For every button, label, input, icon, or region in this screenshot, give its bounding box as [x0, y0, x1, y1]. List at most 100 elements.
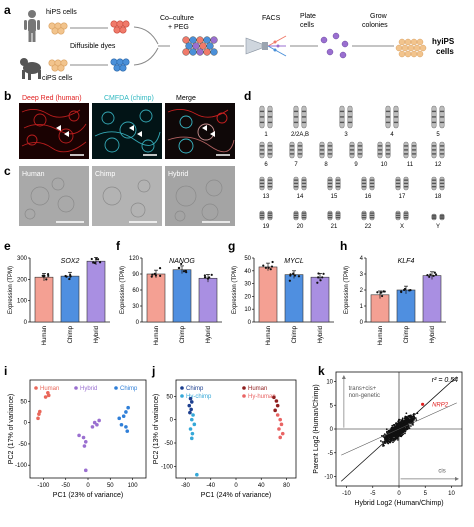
gene-point — [408, 420, 411, 423]
chromosome-band — [267, 214, 273, 217]
chromosome-band — [385, 153, 391, 155]
chromosome-band — [357, 145, 363, 147]
karyotype-label: 22 — [365, 224, 372, 230]
chromosome-pair-Y — [431, 213, 445, 221]
brightfield-chimp — [92, 166, 162, 226]
pca-point — [189, 417, 194, 422]
y-tick-label: 100 — [17, 299, 28, 305]
hyips-label-1: hyiPS — [432, 37, 455, 46]
y-tick-label: 10 — [244, 307, 251, 313]
gene-point — [405, 412, 408, 415]
chromosome-band — [301, 179, 307, 181]
chromosome-band — [319, 145, 325, 147]
gene-point — [383, 444, 385, 447]
arrowhead-markers — [56, 125, 215, 137]
pca-point — [188, 410, 192, 415]
coculture-label: Co–culture — [160, 15, 194, 22]
gene-point — [409, 414, 412, 417]
panel-label-a: a — [4, 3, 11, 17]
chromosome-pair-16 — [361, 176, 375, 191]
chromosome-band — [335, 179, 341, 181]
panel-a: a hiPS cells ciPS cells — [4, 3, 455, 82]
gene-point — [389, 431, 391, 433]
chromosome-band — [403, 145, 409, 147]
chromosome-band — [403, 214, 409, 217]
replicate-point — [42, 275, 45, 278]
y-tick-label: 30 — [244, 282, 251, 288]
hips-label: hiPS cells — [46, 9, 77, 16]
legend-entry: Chimp — [120, 386, 138, 392]
y-axis-label: Parent Log2 (Human/Chimp) — [313, 384, 320, 474]
chromosome-band — [327, 212, 333, 214]
chromosome-band — [327, 216, 333, 219]
chromosome-band — [411, 153, 417, 155]
replicate-point — [262, 264, 265, 267]
replicate-point — [429, 273, 432, 276]
gene-point — [397, 423, 400, 426]
chromosome-band — [369, 182, 375, 185]
replicate-point — [380, 294, 384, 298]
chromosome-band — [301, 110, 307, 113]
chromosome-band — [431, 217, 437, 220]
chromosome-band — [431, 214, 437, 217]
chromosome-pair-15 — [327, 176, 341, 191]
replicate-point — [402, 288, 406, 292]
chromosome-pair-2-2A-B — [293, 105, 307, 129]
chromosome-band — [395, 182, 401, 185]
x-tick-label: Human — [42, 326, 48, 345]
legend-marker — [114, 386, 118, 390]
chromosome-band — [267, 216, 273, 219]
pca-point — [126, 405, 130, 410]
chromosome-band — [293, 216, 299, 219]
pca-point — [189, 436, 194, 441]
chromosome-pair-17 — [395, 176, 409, 191]
chromosome-band — [259, 110, 265, 113]
bar-human — [258, 266, 278, 323]
label-chimp-c: Chimp — [95, 171, 115, 178]
gene-point — [400, 420, 403, 423]
chromosome-band — [267, 110, 273, 113]
chromosome-band — [369, 185, 375, 188]
chromosome-band — [393, 121, 399, 124]
chromosome-band — [319, 149, 325, 151]
x-tick-label: Chimp — [404, 325, 410, 343]
chromosome-band — [357, 153, 363, 155]
x-tick-label: -80 — [181, 483, 190, 489]
chromosome-band — [347, 116, 353, 118]
annotation-cis: cis — [438, 469, 445, 475]
gene-point — [386, 437, 389, 439]
y-tick-label: -100 — [161, 464, 174, 470]
chromosome-band — [403, 185, 409, 188]
bar-chimp — [172, 269, 192, 323]
chromosome-band — [357, 149, 363, 151]
chromosome-band — [327, 149, 333, 151]
chromosome-band — [361, 214, 367, 217]
gene-point — [392, 426, 394, 429]
y-tick-label: 50 — [244, 256, 251, 262]
y-tick-label: 4 — [360, 256, 364, 262]
chromosome-band — [369, 212, 375, 214]
chromosome-band — [293, 182, 299, 185]
chromosome-band — [339, 116, 345, 118]
karyotype-label: 8 — [324, 162, 328, 168]
bar-hybrid — [310, 276, 330, 323]
gene-point — [391, 424, 394, 427]
gene-point — [415, 419, 418, 421]
pca-point — [95, 422, 99, 427]
cips-cell-cluster — [48, 59, 68, 72]
chromosome-band — [293, 110, 299, 113]
chromosome-band — [259, 182, 265, 185]
red-cell-cluster — [110, 20, 130, 34]
replicate-point — [206, 277, 210, 280]
gene-point — [392, 441, 394, 444]
chromosome-band — [259, 179, 265, 181]
gene-point — [406, 417, 409, 420]
gene-point — [379, 440, 382, 442]
chromosome-pair-12 — [431, 141, 445, 159]
gene-point — [388, 438, 390, 441]
brightfield-hybrid — [165, 166, 235, 226]
chromosome-pair-18 — [431, 176, 445, 191]
regression-line — [341, 402, 457, 456]
